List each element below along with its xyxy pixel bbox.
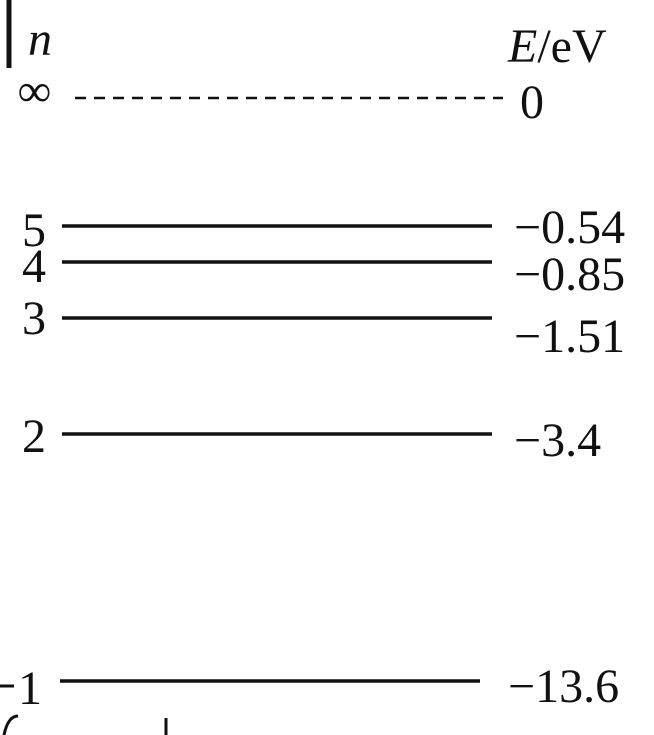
level-energy-label-5: −0.54	[514, 201, 625, 254]
level-energy-label-4: −0.85	[514, 248, 625, 301]
axis-label-energy: E/eV	[507, 20, 607, 73]
axis-label-n: n	[28, 13, 52, 66]
level-n-label-3: 3	[22, 292, 46, 345]
level-n-label-5: 5	[22, 204, 46, 257]
level-n-label-inf: ∞	[18, 65, 51, 116]
energy-symbol: E	[507, 20, 537, 73]
level-energy-label-3: −1.51	[514, 310, 625, 363]
level-energy-label-2: −3.4	[514, 414, 601, 467]
level-energy-label-inf: 0	[520, 76, 544, 129]
level-n-label-4: 4	[22, 240, 46, 293]
level-energy-label-1: −13.6	[508, 660, 619, 713]
energy-unit: /eV	[537, 20, 607, 73]
cropped-glyph-fragment	[2, 714, 19, 735]
level-n-label-2: 2	[22, 410, 46, 463]
level-n-label-1: 1	[18, 662, 42, 715]
